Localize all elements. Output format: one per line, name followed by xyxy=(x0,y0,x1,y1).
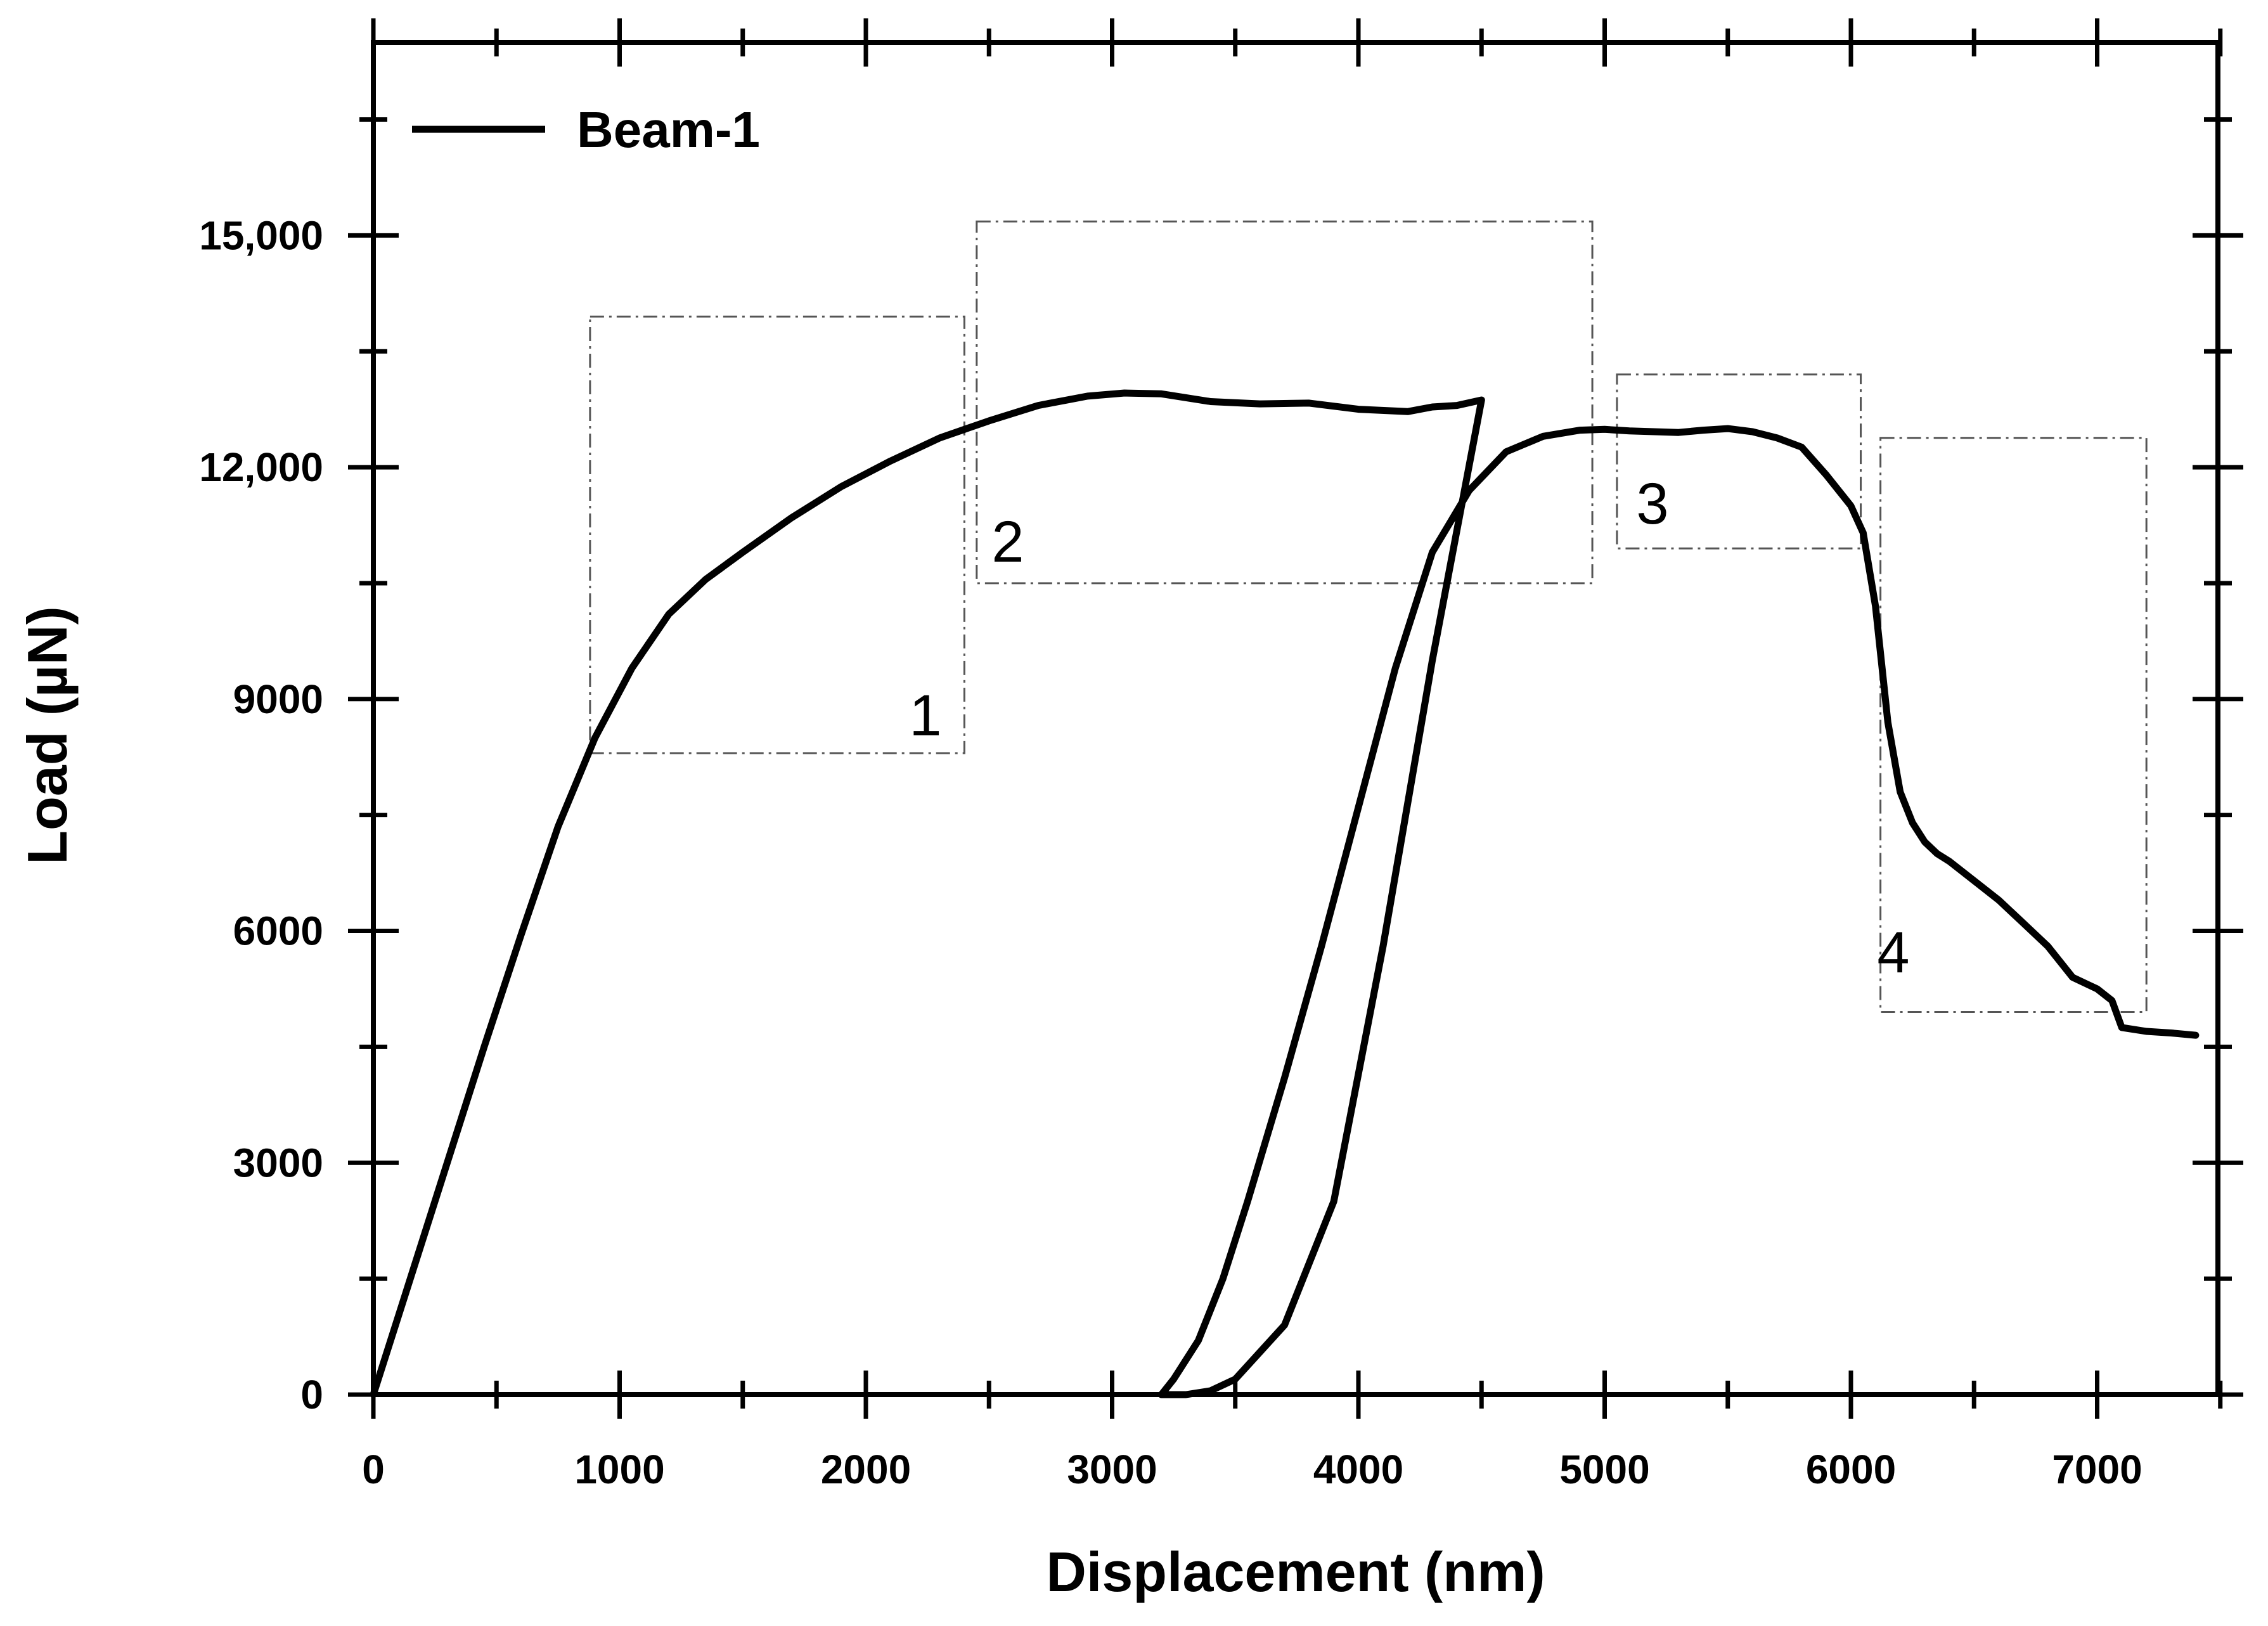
y-tick-label: 9000 xyxy=(233,676,323,722)
y-tick-label: 0 xyxy=(300,1372,323,1417)
region-box xyxy=(589,315,965,754)
x-tick-label: 5000 xyxy=(1559,1447,1649,1492)
plot-frame xyxy=(371,40,2220,1397)
annotation-boxes: 1 2 3 4 xyxy=(589,220,2148,1014)
region-box xyxy=(1879,437,2148,1014)
region-box xyxy=(976,220,1594,584)
x-tick-label: 2000 xyxy=(821,1447,911,1492)
y-axis-title: Load (µN) xyxy=(16,606,79,865)
x-tick-label: 1000 xyxy=(574,1447,664,1492)
region-box xyxy=(1616,373,1862,550)
x-tick-label: 4000 xyxy=(1313,1447,1403,1492)
legend: Beam-1 xyxy=(412,101,760,158)
x-tick-label: 6000 xyxy=(1806,1447,1896,1492)
series-line-beam-1 xyxy=(370,389,2200,1398)
region-label: 2 xyxy=(991,510,1024,574)
x-axis-title: Displacement (nm) xyxy=(1046,1540,1545,1603)
region-label: 4 xyxy=(1877,920,1909,985)
series-layer xyxy=(370,389,2200,1398)
legend-label: Beam-1 xyxy=(577,101,760,158)
x-tick-labels: 0 1000 2000 3000 4000 5000 6000 7000 xyxy=(362,1447,2142,1492)
region-label: 1 xyxy=(909,683,941,748)
x-tick-label: 7000 xyxy=(2052,1447,2142,1492)
y-tick-label: 6000 xyxy=(233,908,323,954)
region-label: 3 xyxy=(1636,472,1668,536)
y-tick-labels: 0 3000 6000 9000 12,000 15,000 xyxy=(199,212,323,1417)
axis-ticks xyxy=(348,18,2243,1419)
x-tick-label: 0 xyxy=(362,1447,385,1492)
y-tick-label: 3000 xyxy=(233,1140,323,1185)
x-tick-label: 3000 xyxy=(1067,1447,1157,1492)
y-tick-label: 15,000 xyxy=(199,212,323,258)
y-tick-label: 12,000 xyxy=(199,444,323,490)
